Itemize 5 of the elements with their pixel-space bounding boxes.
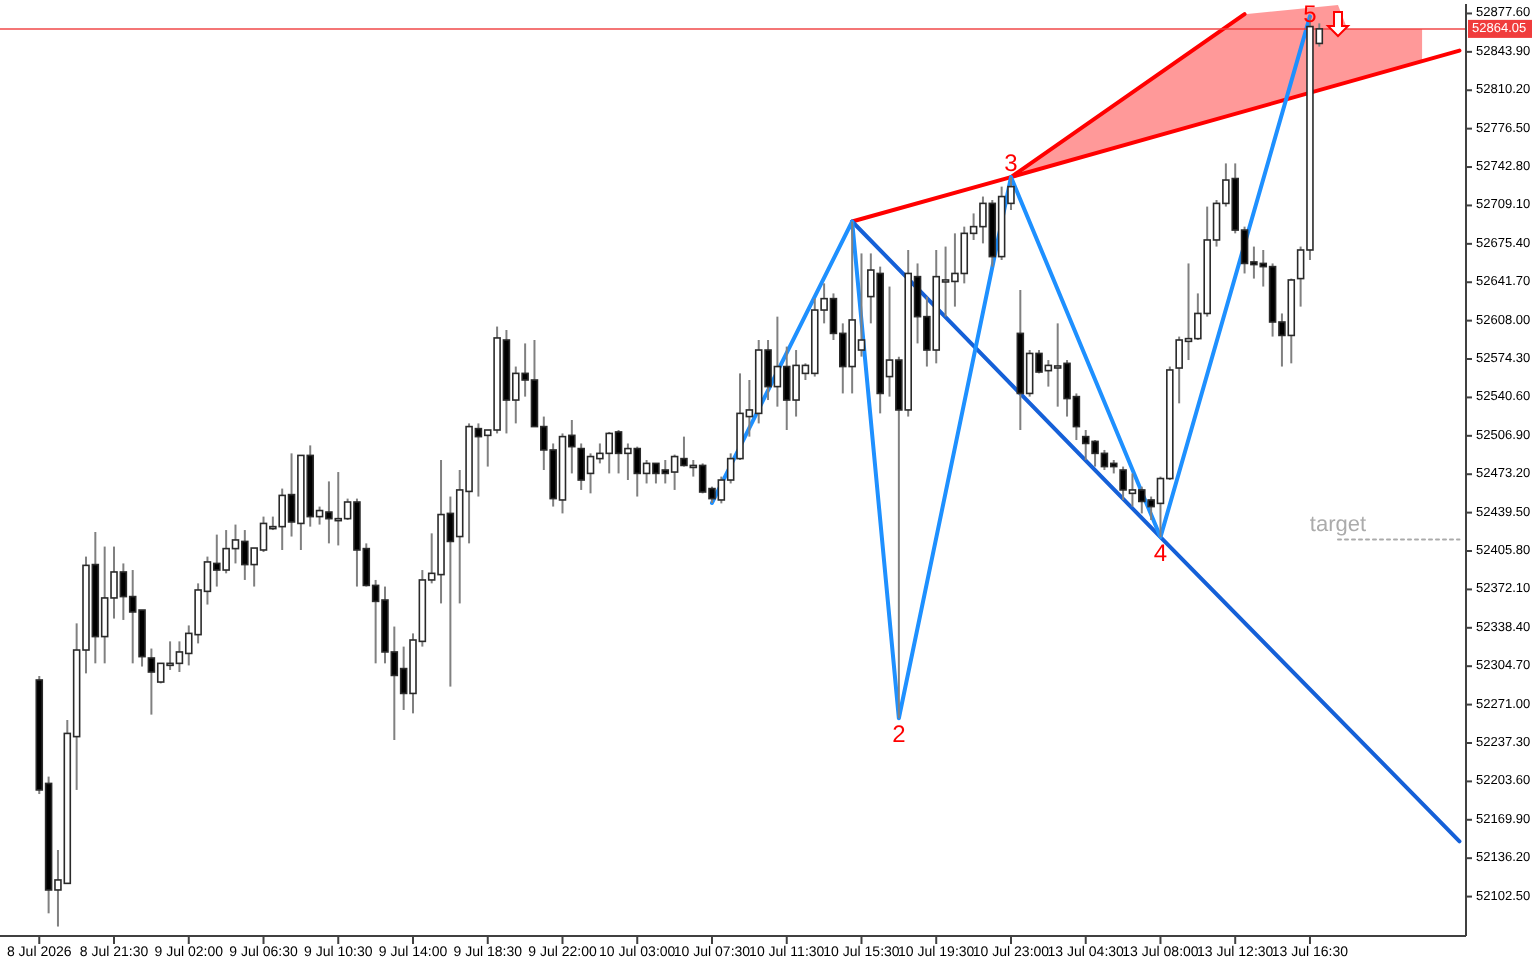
annotation: 4 (1153, 539, 1168, 568)
annotation: 2 (892, 720, 907, 749)
annotation: 3 (1004, 149, 1019, 178)
series-label: target (1309, 513, 1367, 538)
annotation: 5 (1303, 0, 1318, 28)
